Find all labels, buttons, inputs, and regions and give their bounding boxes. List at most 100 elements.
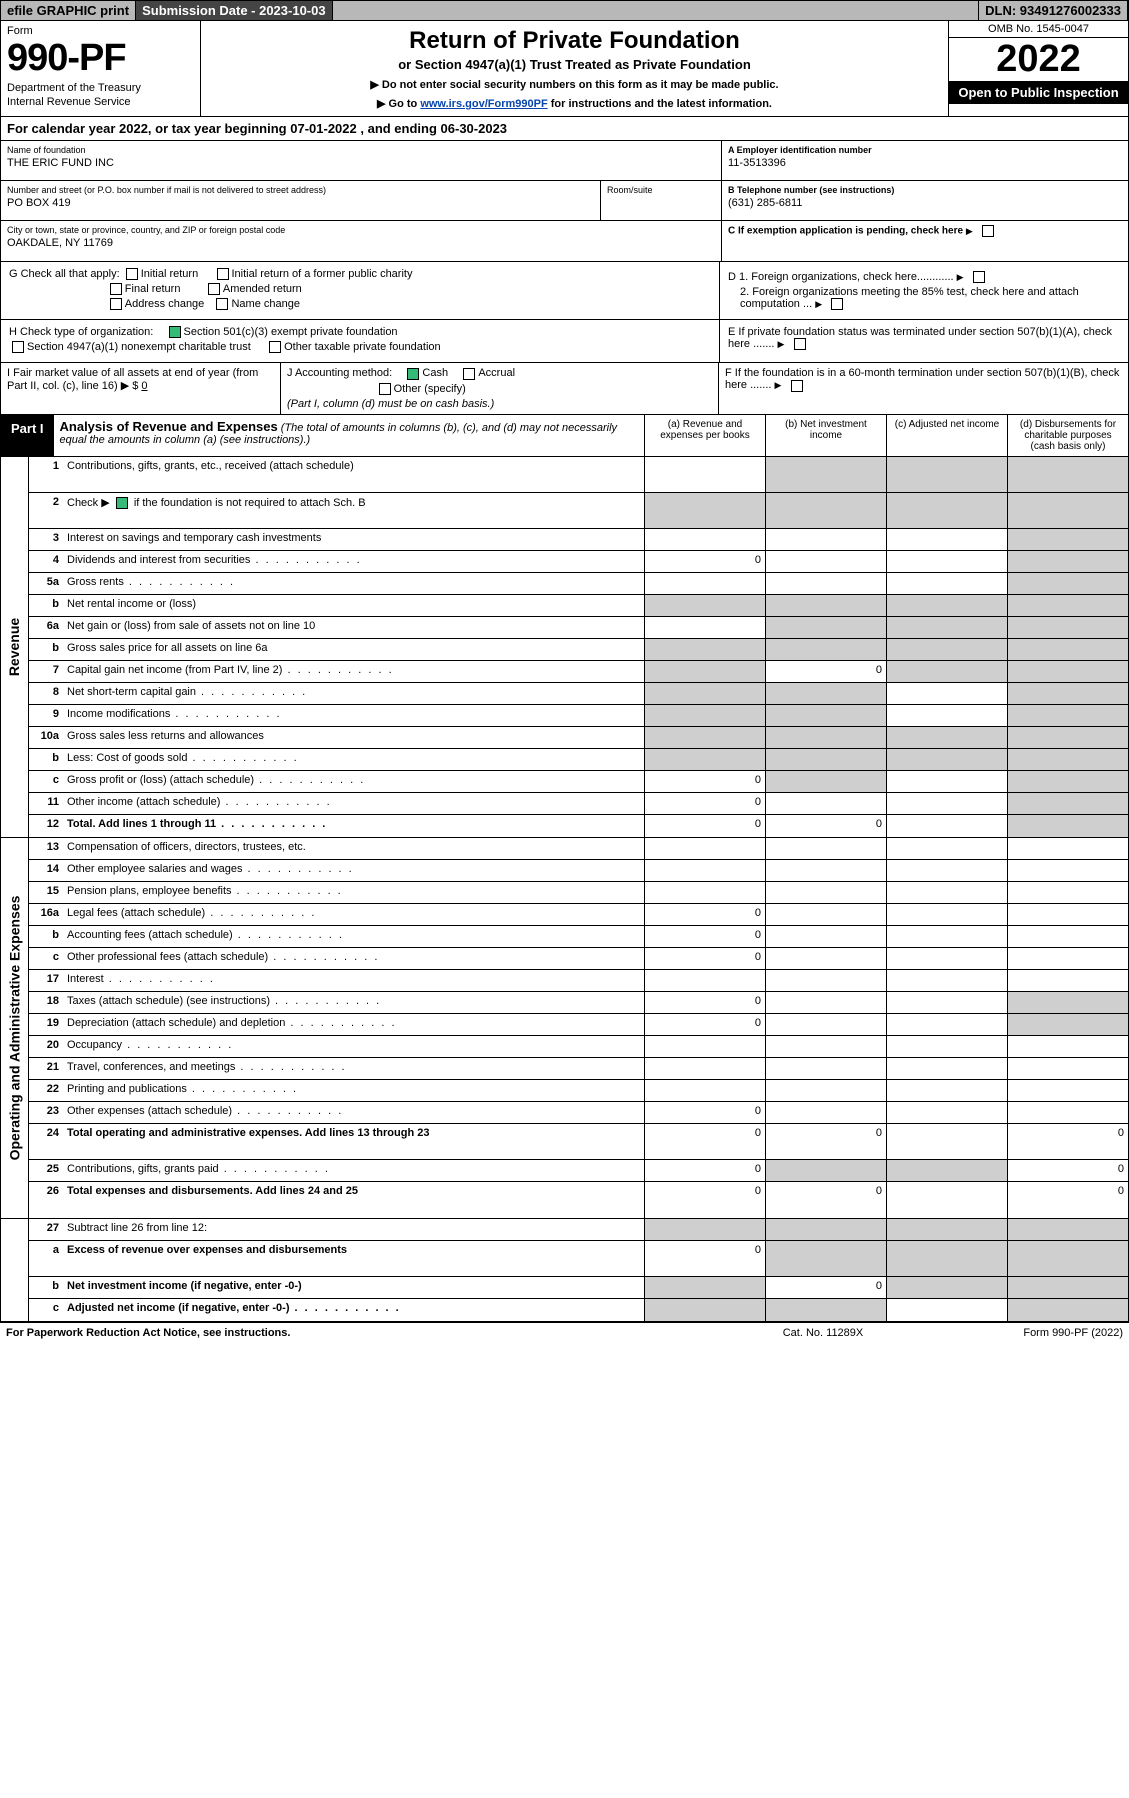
cell-11a: 0: [644, 793, 765, 814]
row-18: 18 Taxes (attach schedule) (see instruct…: [29, 992, 1128, 1014]
row-27: 27 Subtract line 26 from line 12:: [29, 1219, 1128, 1241]
efile-badge[interactable]: efile GRAPHIC print: [1, 1, 136, 20]
omb-number: OMB No. 1545-0047: [949, 21, 1128, 38]
g-amended-checkbox[interactable]: [208, 283, 220, 295]
cell-27ad: [1007, 1241, 1128, 1276]
cell-1a: [644, 457, 765, 492]
h-501c3-checkbox[interactable]: [169, 326, 181, 338]
h-opt2: Section 4947(a)(1) nonexempt charitable …: [27, 341, 251, 353]
row-desc: Depreciation (attach schedule) and deple…: [63, 1014, 644, 1035]
row-num: 27: [29, 1219, 63, 1240]
g-name-change-checkbox[interactable]: [216, 298, 228, 310]
row-desc: Total. Add lines 1 through 11: [63, 815, 644, 837]
suite-label: Room/suite: [607, 185, 715, 195]
row-desc: Printing and publications: [63, 1080, 644, 1101]
cell-3d: [1007, 529, 1128, 550]
h-opt3: Other taxable private foundation: [284, 341, 441, 353]
j-other-checkbox[interactable]: [379, 383, 391, 395]
d1-checkbox[interactable]: [973, 271, 985, 283]
expenses-rows: 13 Compensation of officers, directors, …: [29, 838, 1128, 1218]
ein-label: A Employer identification number: [728, 145, 1122, 155]
cell-17d: [1007, 970, 1128, 991]
row-desc: Compensation of officers, directors, tru…: [63, 838, 644, 859]
cell-26b: 0: [765, 1182, 886, 1218]
h-other-checkbox[interactable]: [269, 341, 281, 353]
cat-no: Cat. No. 11289X: [723, 1327, 923, 1339]
row-desc: Net investment income (if negative, ente…: [63, 1277, 644, 1298]
col-c-header: (c) Adjusted net income: [886, 415, 1007, 456]
row-num: 16a: [29, 904, 63, 925]
arrow-icon: [778, 338, 788, 350]
section-ijf-row: I Fair market value of all assets at end…: [0, 363, 1129, 414]
form-footer-id: Form 990-PF (2022): [923, 1327, 1123, 1339]
row-desc: Subtract line 26 from line 12:: [63, 1219, 644, 1240]
row-num: b: [29, 639, 63, 660]
row-num: 13: [29, 838, 63, 859]
expenses-label-text: Operating and Administrative Expenses: [7, 895, 23, 1160]
cell-16ad: [1007, 904, 1128, 925]
revenue-section: Revenue 1 Contributions, gifts, grants, …: [0, 457, 1129, 838]
d2-checkbox[interactable]: [831, 298, 843, 310]
row-16b: b Accounting fees (attach schedule) 0: [29, 926, 1128, 948]
city-label: City or town, state or province, country…: [7, 225, 715, 235]
cell-21a: [644, 1058, 765, 1079]
part1-title-cell: Analysis of Revenue and Expenses (The to…: [54, 415, 644, 456]
cell-5ad: [1007, 573, 1128, 594]
g-initial-return-checkbox[interactable]: [126, 268, 138, 280]
cell-3a: [644, 529, 765, 550]
g-initial-former-checkbox[interactable]: [217, 268, 229, 280]
row-16a: 16a Legal fees (attach schedule) 0: [29, 904, 1128, 926]
section-h-e-row: H Check type of organization: Section 50…: [0, 320, 1129, 363]
cell-3b: [765, 529, 886, 550]
c-label: C If exemption application is pending, c…: [728, 226, 963, 237]
instructions-link[interactable]: www.irs.gov/Form990PF: [420, 98, 547, 110]
city-value: OAKDALE, NY 11769: [7, 237, 715, 249]
foundation-name: THE ERIC FUND INC: [7, 157, 715, 169]
g-line2: Final return Amended return: [9, 283, 711, 295]
cell-10bc: [886, 749, 1007, 770]
cell-16bb: [765, 926, 886, 947]
g-final-return-checkbox[interactable]: [110, 283, 122, 295]
row-desc: Contributions, gifts, grants paid: [63, 1160, 644, 1181]
cell-27bc: [886, 1277, 1007, 1298]
ein-cell: A Employer identification number 11-3513…: [722, 141, 1128, 181]
h-label: H Check type of organization:: [9, 326, 153, 338]
cell-24c: [886, 1124, 1007, 1159]
cell-13a: [644, 838, 765, 859]
row-desc: Net gain or (loss) from sale of assets n…: [63, 617, 644, 638]
row-desc: Other expenses (attach schedule): [63, 1102, 644, 1123]
schb-checkbox[interactable]: [116, 497, 128, 509]
j-cash-checkbox[interactable]: [407, 368, 419, 380]
col-a-header: (a) Revenue and expenses per books: [644, 415, 765, 456]
tax-year: 2022: [949, 38, 1128, 81]
c-checkbox[interactable]: [982, 225, 994, 237]
f-checkbox[interactable]: [791, 380, 803, 392]
j-accrual-checkbox[interactable]: [463, 368, 475, 380]
row-num: 20: [29, 1036, 63, 1057]
row-num: 12: [29, 815, 63, 837]
cell-23b: [765, 1102, 886, 1123]
section-d: D 1. Foreign organizations, check here..…: [719, 262, 1128, 319]
cell-12b: 0: [765, 815, 886, 837]
row-3: 3 Interest on savings and temporary cash…: [29, 529, 1128, 551]
e-checkbox[interactable]: [794, 338, 806, 350]
g-label: G Check all that apply:: [9, 268, 120, 280]
header-left: Form 990-PF Department of the Treasury I…: [1, 21, 201, 116]
cell-10cc: [886, 771, 1007, 792]
row-20: 20 Occupancy: [29, 1036, 1128, 1058]
h-4947-checkbox[interactable]: [12, 341, 24, 353]
row-16c: c Other professional fees (attach schedu…: [29, 948, 1128, 970]
cell-27ab: [765, 1241, 886, 1276]
row-num: a: [29, 1241, 63, 1276]
g-address-change-checkbox[interactable]: [110, 298, 122, 310]
f-label: F If the foundation is in a 60-month ter…: [725, 367, 1119, 391]
arrow-icon: [815, 298, 825, 310]
h-line2: Section 4947(a)(1) nonexempt charitable …: [9, 341, 711, 353]
cell-20a: [644, 1036, 765, 1057]
revenue-rows: 1 Contributions, gifts, grants, etc., re…: [29, 457, 1128, 837]
calendar-year-line: For calendar year 2022, or tax year begi…: [0, 117, 1129, 141]
cell-16ac: [886, 904, 1007, 925]
cell-18a: 0: [644, 992, 765, 1013]
row-27c: c Adjusted net income (if negative, ente…: [29, 1299, 1128, 1321]
cell-14d: [1007, 860, 1128, 881]
